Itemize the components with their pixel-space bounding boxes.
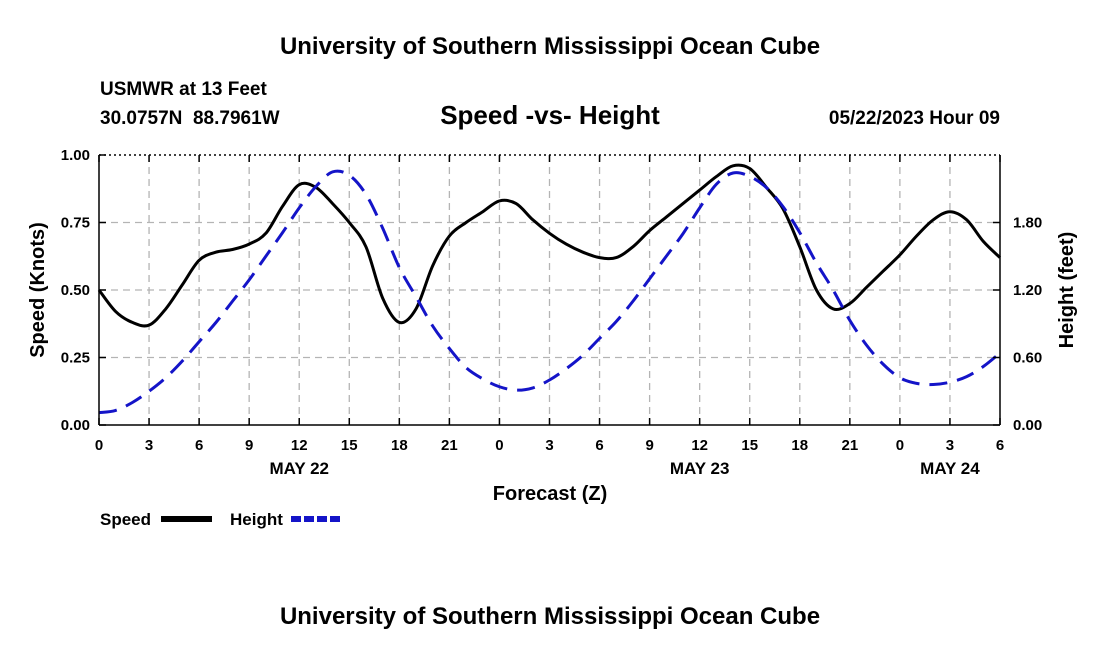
series-line-speed <box>97 163 1002 328</box>
axis-ticks: 0 3 6 9 12 15 18 21 0 3 6 9 12 15 18 21 0 3 6 MAY 22 MAY 23 M… <box>61 147 1042 478</box>
x-tick-label: 9 <box>245 437 253 454</box>
y-left-tick-label: 0.25 <box>61 350 90 367</box>
x-tick-label: 15 <box>741 437 758 454</box>
station-label: USMWR at 13 Feet <box>100 79 267 100</box>
x-tick-label: 3 <box>145 437 153 454</box>
x-date-label: MAY 23 <box>670 459 730 478</box>
x-date-label: MAY 22 <box>269 459 329 478</box>
x-axis-label: Forecast (Z) <box>493 483 607 505</box>
series-line-height <box>98 169 1001 415</box>
x-tick-label: 21 <box>841 437 858 454</box>
x-tick-label: 15 <box>341 437 358 454</box>
x-tick-label: 18 <box>791 437 808 454</box>
x-tick-label: 0 <box>896 437 904 454</box>
legend-label-height: Height <box>230 510 283 529</box>
datetime-label: 05/22/2023 Hour 09 <box>829 108 1000 129</box>
x-tick-label: 6 <box>195 437 203 454</box>
x-tick-label: 6 <box>996 437 1004 454</box>
x-tick-label: 12 <box>691 437 708 454</box>
y-left-tick-label: 1.00 <box>61 147 90 164</box>
y-right-tick-label: 1.20 <box>1013 282 1042 299</box>
y-left-tick-label: 0.50 <box>61 282 90 299</box>
grid-lines <box>99 155 1000 425</box>
x-tick-label: 0 <box>495 437 503 454</box>
x-tick-label: 12 <box>291 437 308 454</box>
x-tick-label: 3 <box>946 437 954 454</box>
y-right-tick-label: 0.00 <box>1013 417 1042 434</box>
legend: Speed Height <box>100 510 342 529</box>
main-title: University of Southern Mississippi Ocean… <box>280 33 820 60</box>
x-date-label: MAY 24 <box>920 459 980 478</box>
y-axis-right-label: Height (feet) <box>1056 232 1078 349</box>
chart-title: Speed -vs- Height <box>440 100 660 130</box>
legend-label-speed: Speed <box>100 510 151 529</box>
x-tick-label: 9 <box>645 437 653 454</box>
y-left-tick-label: 0.75 <box>61 215 90 232</box>
y-right-tick-label: 1.80 <box>1013 215 1042 232</box>
y-right-tick-label: 0.60 <box>1013 350 1042 367</box>
plot-series <box>97 163 1002 415</box>
x-tick-label: 3 <box>545 437 553 454</box>
x-tick-label: 6 <box>595 437 603 454</box>
x-tick-label: 0 <box>95 437 103 454</box>
footer-title: University of Southern Mississippi Ocean… <box>280 603 820 630</box>
y-axis-left-label: Speed (Knots) <box>27 222 49 358</box>
x-tick-label: 21 <box>441 437 458 454</box>
x-tick-label: 18 <box>391 437 408 454</box>
location-label: 30.0757N 88.7961W <box>100 108 280 129</box>
y-left-tick-label: 0.00 <box>61 417 90 434</box>
